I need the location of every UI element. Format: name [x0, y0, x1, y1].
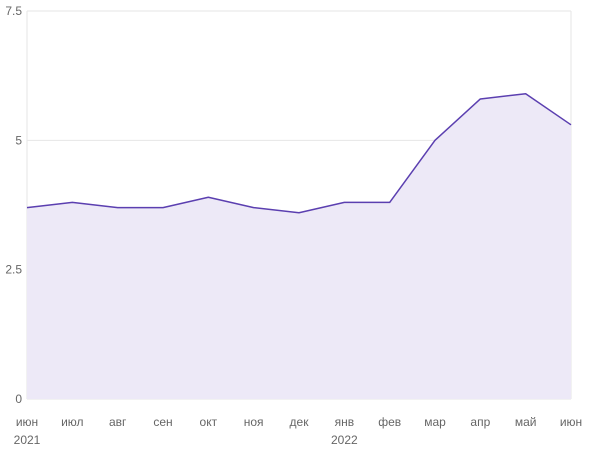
x-tick-label: июн — [16, 415, 38, 429]
x-tick-label: июн — [560, 415, 582, 429]
x-tick-label: апр — [470, 415, 490, 429]
y-tick-label: 2.5 — [5, 263, 22, 277]
x-year-label: 2022 — [331, 433, 358, 447]
x-tick-label: сен — [153, 415, 172, 429]
x-tick-label: июл — [61, 415, 83, 429]
x-axis-ticks: июн июл авг сен окт ноя дек янв фев мар апр май июн 2… — [14, 415, 583, 447]
y-tick-label: 7.5 — [5, 4, 22, 18]
x-tick-label: авг — [109, 415, 127, 429]
x-tick-label: ноя — [244, 415, 264, 429]
x-tick-label: янв — [335, 415, 355, 429]
x-tick-label: май — [515, 415, 537, 429]
area-fill — [27, 93, 571, 400]
area-series — [26, 93, 572, 400]
y-axis-ticks: 0 2.5 5 7.5 — [5, 4, 22, 406]
x-tick-label: мар — [424, 415, 446, 429]
x-tick-label: дек — [290, 415, 310, 429]
y-tick-label: 0 — [15, 392, 22, 406]
x-tick-label: фев — [378, 415, 401, 429]
y-tick-label: 5 — [15, 133, 22, 147]
x-year-label: 2021 — [14, 433, 41, 447]
x-tick-label: окт — [200, 415, 218, 429]
series-line — [26, 93, 572, 214]
